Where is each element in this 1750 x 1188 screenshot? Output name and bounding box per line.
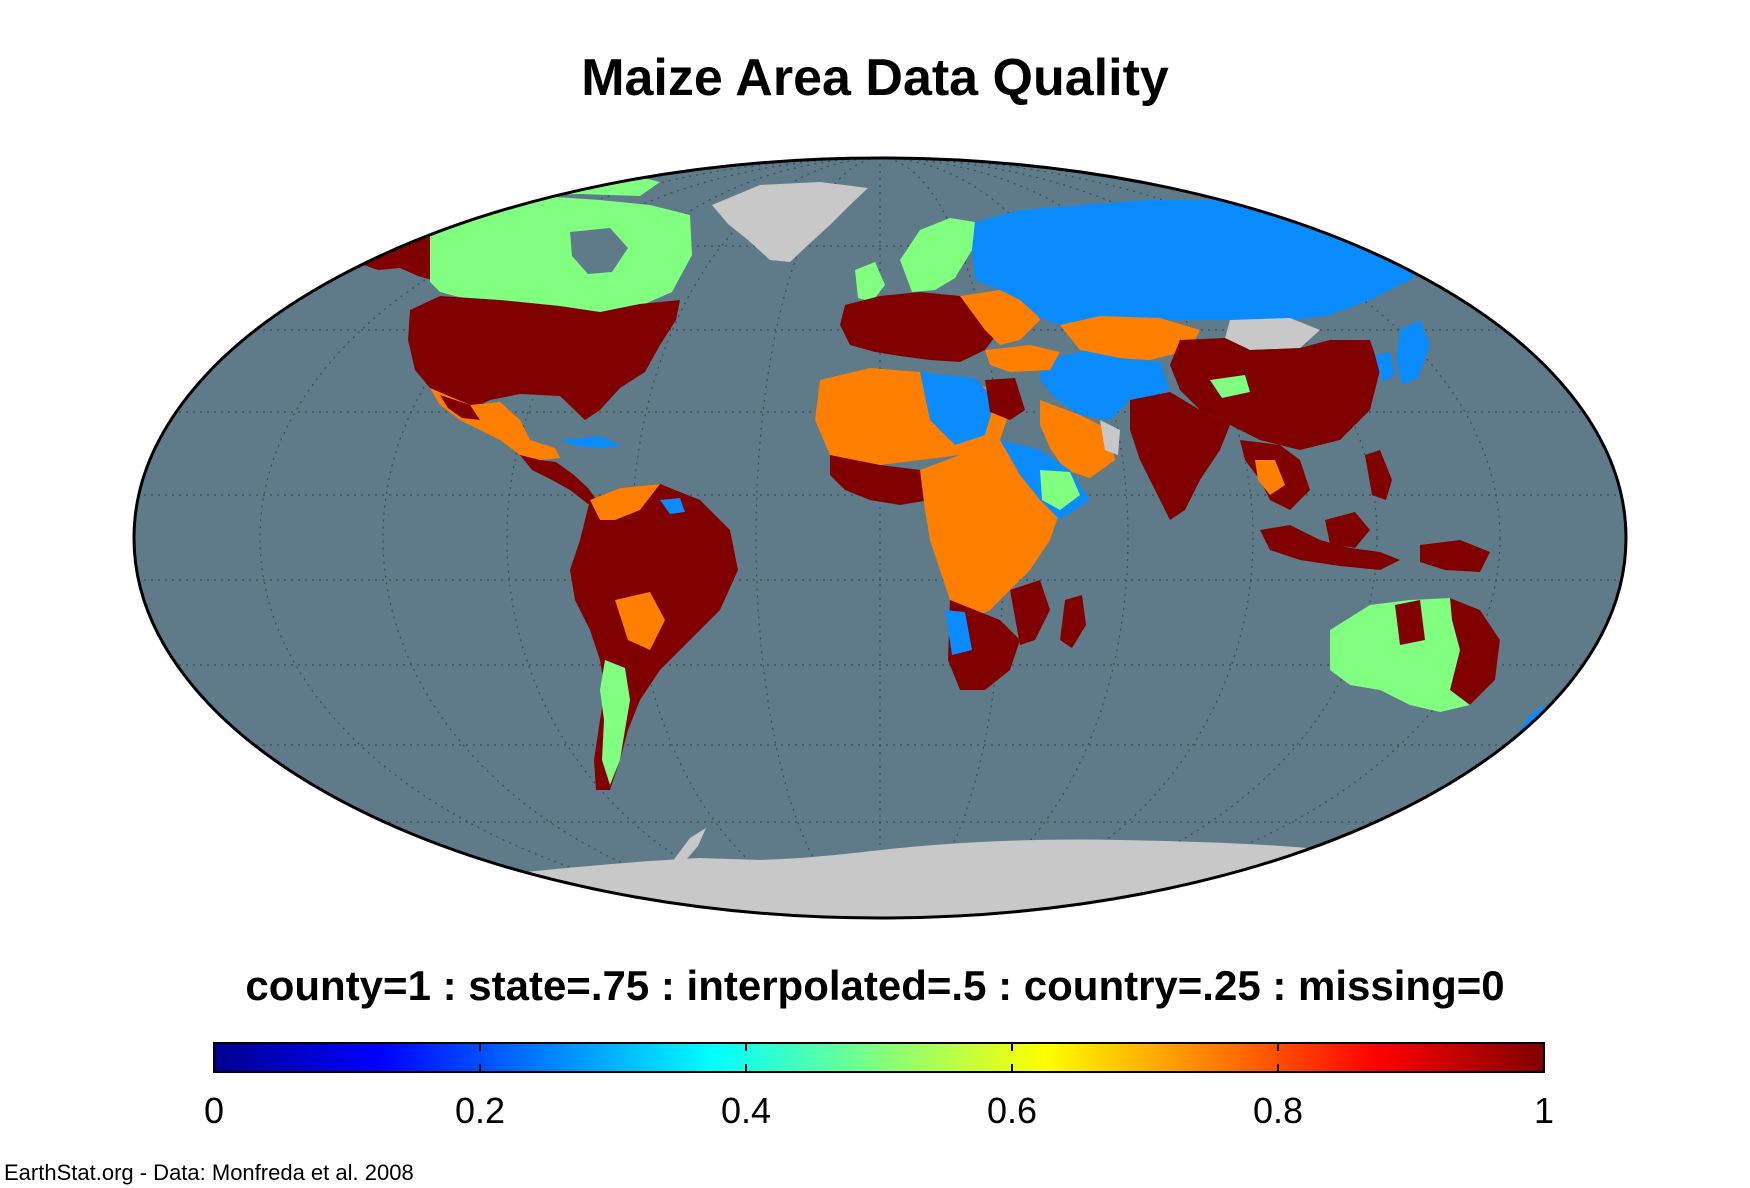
credit-line: EarthStat.org - Data: Monfreda et al. 20… bbox=[4, 1160, 414, 1185]
bolivia-paraguay bbox=[615, 592, 665, 650]
china bbox=[1170, 338, 1380, 450]
australia-east bbox=[1450, 598, 1500, 705]
legend-description: county=1 : state=.75 : interpolated=.5 :… bbox=[245, 962, 1505, 1009]
map-title: Maize Area Data Quality bbox=[581, 49, 1169, 107]
colorbar-gradient bbox=[213, 1042, 1545, 1073]
korea bbox=[1375, 352, 1395, 382]
new-guinea bbox=[1420, 540, 1490, 572]
turkey bbox=[985, 345, 1060, 372]
philippines bbox=[1365, 450, 1392, 500]
colorbar-tick-label: 0.2 bbox=[454, 1090, 506, 1131]
antarctic-peninsula bbox=[672, 828, 706, 862]
cuba bbox=[560, 436, 622, 448]
sahara-blue bbox=[920, 372, 995, 445]
west-africa bbox=[830, 455, 930, 505]
ethiopia bbox=[1040, 470, 1080, 510]
uk-ireland bbox=[855, 262, 885, 302]
argentina-patchy bbox=[600, 660, 630, 785]
colorbar-tick-label: 0.4 bbox=[720, 1090, 772, 1131]
borneo bbox=[1325, 512, 1370, 548]
suriname-region bbox=[660, 498, 685, 514]
kazakhstan bbox=[1060, 316, 1200, 360]
japan bbox=[1396, 320, 1430, 385]
australia-north bbox=[1395, 600, 1425, 645]
hudson-bay bbox=[570, 228, 628, 274]
namibia-botswana bbox=[945, 610, 972, 655]
colorbar-tick-label: 0.8 bbox=[1252, 1090, 1304, 1131]
usa bbox=[408, 296, 680, 420]
colorbar-tick-label: 1 bbox=[1533, 1090, 1555, 1131]
china-interpolated bbox=[1210, 375, 1250, 398]
central-america bbox=[520, 455, 598, 504]
eastern-europe bbox=[960, 290, 1040, 345]
canada bbox=[430, 196, 692, 318]
colorbar-tick-label: 0.6 bbox=[986, 1090, 1038, 1131]
thailand-region bbox=[1255, 460, 1285, 495]
mexico-north-states bbox=[440, 395, 480, 420]
egypt bbox=[985, 378, 1025, 420]
central-africa bbox=[920, 440, 1060, 620]
map-border bbox=[132, 156, 1628, 920]
arabian-peninsula bbox=[1040, 400, 1115, 478]
colorbar-ticks bbox=[213, 1043, 1545, 1072]
india bbox=[1130, 392, 1230, 520]
greenland bbox=[712, 182, 868, 262]
middle-east bbox=[1040, 352, 1130, 420]
western-europe bbox=[840, 292, 1000, 362]
mongolia bbox=[1225, 318, 1320, 350]
scandinavia bbox=[900, 218, 975, 292]
colorbar-tick-label: 0 bbox=[203, 1090, 225, 1131]
indonesia bbox=[1260, 525, 1400, 570]
madagascar bbox=[1060, 595, 1086, 648]
oman bbox=[1100, 420, 1120, 455]
venezuela-colombia bbox=[590, 484, 660, 520]
mozambique bbox=[1010, 580, 1050, 645]
